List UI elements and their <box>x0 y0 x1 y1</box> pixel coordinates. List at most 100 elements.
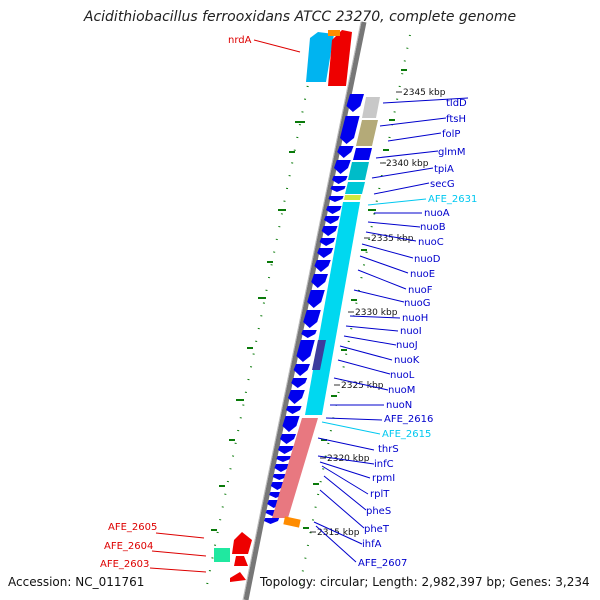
gene-labels: nrdA tldD ftsH folP glmM tpiA secG AFE_2631 nuoA… <box>100 35 477 570</box>
gene-nrdA <box>306 32 334 82</box>
leader-nuoB <box>367 221 421 228</box>
gene-label-AFE_2603: AFE_2603 <box>100 559 149 570</box>
leader-tldD <box>382 97 469 104</box>
gene-arrow <box>274 464 290 472</box>
gene-arrow <box>280 434 296 444</box>
gene-arrow <box>319 238 336 246</box>
gene-arrow <box>326 206 342 214</box>
gene-arrow <box>301 330 317 338</box>
gene-AFE_2605 <box>232 532 252 554</box>
leader-infC <box>317 455 375 465</box>
leader-AFE_2631 <box>367 198 427 206</box>
leader-AFE_2604 <box>151 550 207 557</box>
leader-nuoG <box>353 289 405 303</box>
gene-label-nuoG: nuoG <box>404 298 431 309</box>
leader-rplT <box>321 465 369 495</box>
gene-label-thrS: thrS <box>378 444 399 455</box>
leader-ihfA <box>313 521 363 545</box>
gene-arrow <box>340 116 360 144</box>
minus-strand-genes <box>264 94 364 524</box>
leader-AFE_2615 <box>321 421 381 435</box>
leader-AFE_2607 <box>315 525 357 563</box>
gene-arrow <box>328 196 344 202</box>
leader-nuoJ <box>343 335 397 346</box>
gene-label-nuoL: nuoL <box>390 370 415 381</box>
gene-label-AFE_2616: AFE_2616 <box>384 414 433 425</box>
gene-label-nuoM: nuoM <box>388 385 415 396</box>
gene-arrow <box>288 390 305 404</box>
leader-nuoC <box>365 231 417 242</box>
gene-arrow <box>307 290 325 308</box>
gene-thrS-block <box>272 418 318 518</box>
gene-label-AFE_2604: AFE_2604 <box>104 541 153 552</box>
gene-secG <box>344 195 361 200</box>
leader-glmM <box>375 150 439 159</box>
leader-nuoK <box>339 345 393 361</box>
tick-2325: 2325 kbp <box>341 381 384 391</box>
leader-nuoI <box>345 325 399 332</box>
gene-arrow <box>337 146 354 158</box>
gene-label-folP: folP <box>442 129 460 140</box>
gene-top-orange <box>328 30 340 36</box>
leader-nuoD <box>361 243 414 259</box>
map-title: Acidithiobacillus ferrooxidans ATCC 2327… <box>83 9 517 25</box>
gene-label-AFE_2605: AFE_2605 <box>108 522 157 533</box>
gene-label-pheT: pheT <box>364 524 390 535</box>
tick-2340: 2340 kbp <box>386 159 429 169</box>
leader-thrS <box>317 437 375 451</box>
gene-arrow <box>314 260 331 272</box>
leader-nuoE <box>359 255 409 274</box>
gene-arrow <box>264 518 280 524</box>
gene-arrow <box>286 406 302 414</box>
gene-arrow <box>272 474 288 480</box>
gene-glmM <box>348 162 369 180</box>
gene-label-nuoH: nuoH <box>402 313 428 324</box>
gene-tldD <box>362 97 380 118</box>
leader-nrdA <box>253 39 301 53</box>
gene-label-ihfA: ihfA <box>362 539 382 550</box>
gene-arrow <box>332 176 348 184</box>
gene-label-nuoI: nuoI <box>400 326 422 337</box>
gene-label-AFE_2607: AFE_2607 <box>358 558 407 569</box>
leader-pheS <box>323 475 367 511</box>
gene-bottom-orange <box>283 516 301 528</box>
gene-label-infC: infC <box>374 459 394 470</box>
tick-2320: 2320 kbp <box>327 454 370 464</box>
topology-text: Topology: circular; Length: 2,982,397 bp… <box>260 575 590 589</box>
gene-arrow <box>317 248 334 258</box>
genome-backbone-highlight <box>242 21 362 600</box>
gc-content-bars <box>211 61 407 531</box>
gene-arrow <box>311 274 328 288</box>
gene-label-secG: secG <box>430 179 455 190</box>
gene-label-AFE_2631: AFE_2631 <box>428 194 477 205</box>
gene-AFE_2603 <box>230 572 246 582</box>
gene-label-ftsH: ftsH <box>446 114 466 125</box>
leader-nuoH <box>349 315 401 319</box>
gene-AFE_2604 <box>214 548 230 562</box>
gene-arrow <box>321 226 338 236</box>
gene-arrow <box>330 186 346 192</box>
gene-label-nuoB: nuoB <box>420 222 446 233</box>
gene-label-AFE_2615: AFE_2615 <box>382 429 431 440</box>
gene-label-nuoA: nuoA <box>424 208 450 219</box>
leader-nuoL <box>337 359 391 375</box>
gene-label-nuoJ: nuoJ <box>396 340 418 351</box>
gene-ftsH <box>356 120 378 146</box>
gene-label-nuoK: nuoK <box>394 355 420 366</box>
tick-2330: 2330 kbp <box>355 308 398 318</box>
leader-secG <box>373 182 430 195</box>
gene-label-nrdA: nrdA <box>228 35 252 46</box>
gene-label-nuoN: nuoN <box>386 400 412 411</box>
gene-label-tpiA: tpiA <box>434 164 454 175</box>
label-leaders <box>149 39 469 573</box>
leader-nuoF <box>357 269 407 290</box>
leader-rpmI <box>319 461 371 479</box>
leader-nuoM <box>333 377 389 391</box>
gene-arrow <box>296 340 315 362</box>
gene-label-nuoE: nuoE <box>410 269 435 280</box>
gene-arrow <box>303 310 321 328</box>
gene-label-glmM: glmM <box>438 147 466 158</box>
gene-AFE_2605b <box>234 556 248 566</box>
gene-tpiA <box>345 182 365 194</box>
